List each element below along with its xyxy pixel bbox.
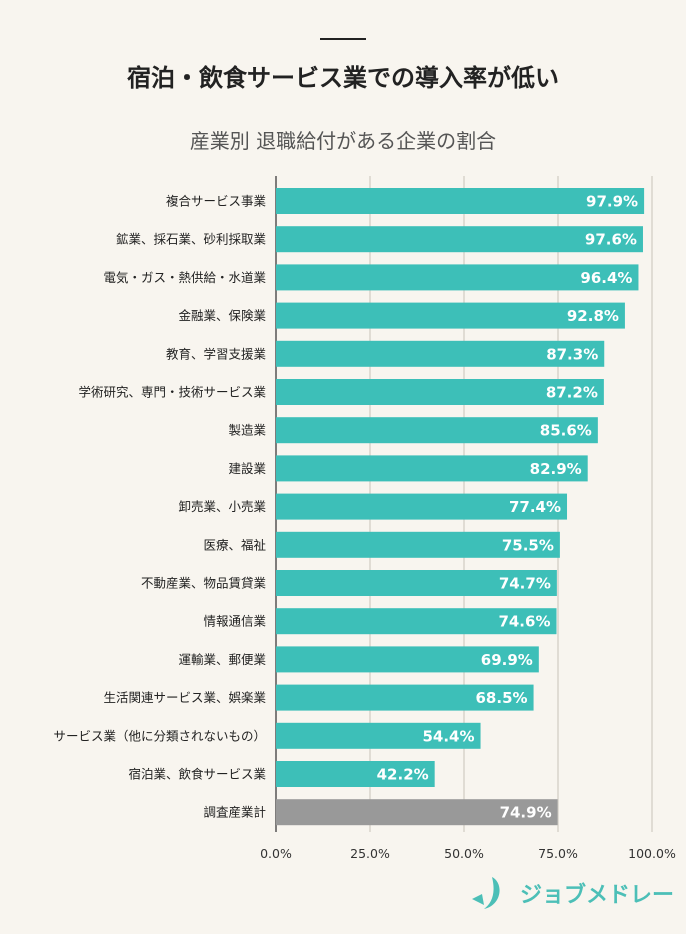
bar: [276, 646, 539, 673]
bar: [276, 188, 645, 214]
data-label: 74.6%: [498, 613, 550, 631]
category-label: 金融業、保険業: [178, 308, 266, 323]
category-label: 建設業: [228, 461, 266, 476]
data-label: 82.9%: [530, 460, 582, 478]
data-label: 85.6%: [540, 422, 592, 440]
x-tick-label: 0.0%: [260, 846, 292, 861]
category-label: 宿泊業、飲食サービス業: [128, 767, 266, 782]
data-label: 74.9%: [500, 804, 552, 822]
x-tick-label: 75.0%: [538, 846, 578, 861]
data-label: 42.2%: [377, 766, 429, 784]
bar: [276, 531, 560, 558]
data-label: 69.9%: [481, 651, 533, 669]
data-label: 54.4%: [422, 727, 474, 745]
bar: [276, 340, 605, 367]
category-label: 運輸業、郵便業: [178, 652, 266, 667]
bar: [276, 570, 557, 596]
bar: [276, 799, 558, 826]
category-label: 鉱業、採石業、砂利採取業: [116, 232, 267, 247]
page-title: 宿泊・飲食サービス業での導入率が低い: [127, 64, 559, 92]
bar: [276, 226, 643, 253]
category-label: 電気・ガス・熱供給・水道業: [103, 270, 266, 285]
data-label: 68.5%: [476, 689, 528, 707]
data-label: 87.3%: [546, 345, 598, 363]
category-label: 教育、学習支援業: [166, 346, 267, 361]
brand-mark-icon: [472, 877, 500, 909]
category-label: 不動産業、物品賃貸業: [141, 576, 267, 591]
brand-logo: ジョブメドレー: [470, 875, 674, 911]
bar: [276, 455, 588, 482]
bar: [276, 722, 481, 749]
brand-name: ジョブメドレー: [520, 883, 675, 908]
data-label: 87.2%: [546, 384, 598, 402]
x-tick-label: 50.0%: [444, 846, 484, 861]
category-label: 卸売業、小売業: [178, 499, 266, 514]
data-label: 92.8%: [567, 307, 619, 325]
category-label: 医療、福祉: [203, 537, 266, 552]
category-label: サービス業（他に分類されないもの）: [53, 728, 266, 743]
data-label: 75.5%: [502, 536, 554, 554]
bar: [276, 493, 568, 520]
x-tick-label: 25.0%: [350, 846, 390, 861]
category-label: 複合サービス事業: [166, 194, 267, 209]
bar: [276, 417, 598, 444]
data-label: 97.9%: [586, 193, 638, 211]
bar: [276, 264, 639, 291]
bar: [276, 379, 604, 405]
category-label: 情報通信業: [203, 614, 266, 629]
category-label: 学術研究、専門・技術サービス業: [78, 385, 266, 400]
data-label: 96.4%: [580, 269, 632, 287]
bar: [276, 608, 557, 635]
data-label: 77.4%: [509, 498, 561, 516]
data-label: 97.6%: [585, 231, 637, 249]
bar: [276, 761, 435, 787]
category-label: 製造業: [228, 423, 266, 438]
bar-chart: 0.0% 25.0% 50.0% 75.0% 100.0% 複合サービス事業 97.9% 鉱業…: [53, 176, 676, 861]
category-label: 調査産業計: [203, 805, 266, 820]
chart-title: 産業別 退職給付がある企業の割合: [189, 129, 497, 153]
x-tick-label: 100.0%: [628, 846, 676, 861]
bar: [276, 302, 625, 329]
category-label: 生活関連サービス業、娯楽業: [103, 690, 266, 705]
bar: [276, 684, 534, 711]
title-rule: [320, 38, 366, 40]
data-label: 74.7%: [499, 575, 551, 593]
